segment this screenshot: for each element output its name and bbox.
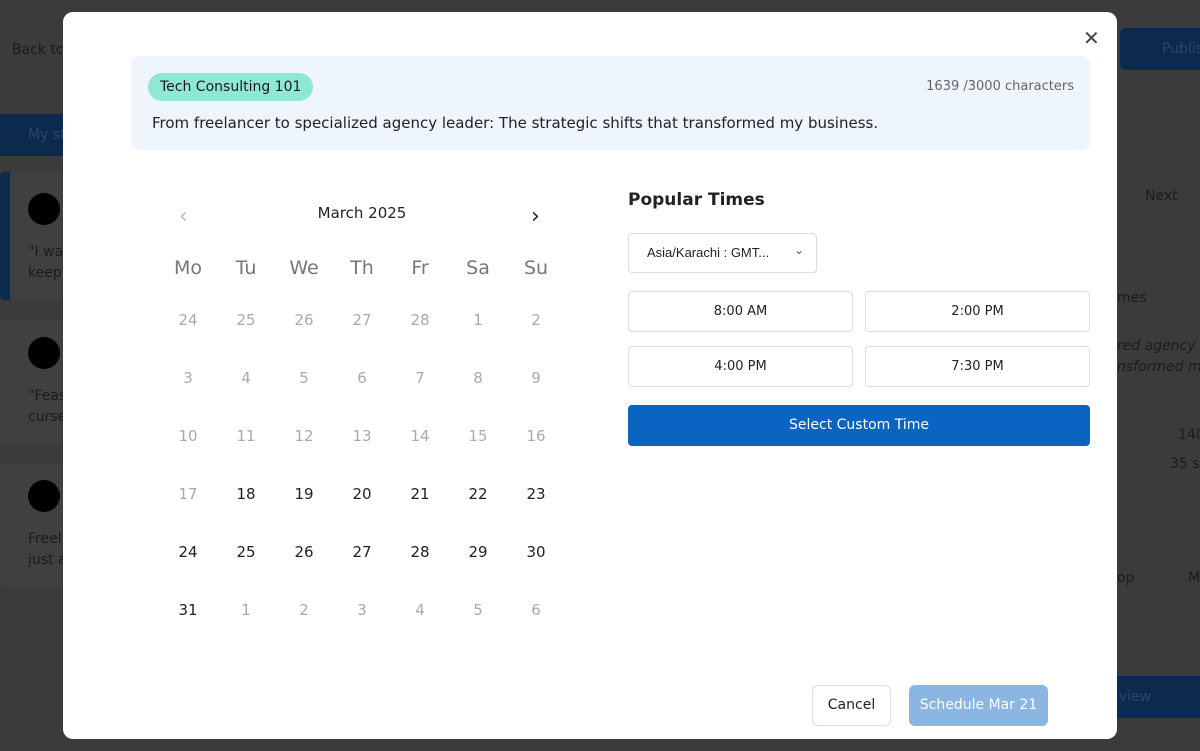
- timezone-value: Asia/Karachi : GMT...: [647, 245, 770, 260]
- popular-times-title: Popular Times: [628, 190, 765, 210]
- calendar-day: 1: [473, 311, 483, 329]
- series-badge: Tech Consulting 101: [148, 73, 314, 101]
- calendar-day: 4: [415, 601, 425, 619]
- weekday-label: Sa: [466, 257, 490, 279]
- calendar-day[interactable]: 19: [294, 485, 314, 503]
- calendar-day[interactable]: 24: [178, 543, 198, 561]
- chevron-down-icon: ⌄: [793, 243, 804, 257]
- calendar-day: 5: [473, 601, 483, 619]
- calendar-day: 4: [241, 369, 251, 387]
- calendar-day: 11: [236, 427, 256, 445]
- cancel-button[interactable]: Cancel: [812, 685, 891, 726]
- calendar-day[interactable]: 20: [352, 485, 372, 503]
- weekday-label: Th: [350, 257, 374, 279]
- calendar-day[interactable]: 27: [352, 543, 372, 561]
- select-custom-time-button[interactable]: Select Custom Time: [628, 405, 1090, 446]
- char-count: 1639 /3000 characters: [926, 79, 1074, 94]
- calendar-day: 17: [178, 485, 198, 503]
- avatar: [28, 480, 60, 512]
- publish-button[interactable]: Publis: [1120, 28, 1200, 70]
- calendar-day: 16: [526, 427, 546, 445]
- calendar-day: 3: [183, 369, 193, 387]
- calendar-day: 14: [410, 427, 430, 445]
- calendar-day[interactable]: 23: [526, 485, 546, 503]
- chevron-right-icon[interactable]: ›: [531, 204, 540, 229]
- calendar-day: 2: [531, 311, 541, 329]
- post-headline: From freelancer to specialized agency le…: [152, 114, 879, 132]
- calendar-day: 26: [294, 311, 314, 329]
- bg-preview-button: view: [1117, 676, 1200, 718]
- post-summary: Tech Consulting 101 1639 /3000 character…: [131, 56, 1090, 150]
- next-link[interactable]: Next: [1145, 188, 1178, 204]
- calendar-day: 6: [357, 369, 367, 387]
- timezone-select[interactable]: Asia/Karachi : GMT... ⌄: [628, 233, 817, 273]
- calendar-day: 1: [241, 601, 251, 619]
- calendar-day[interactable]: 21: [410, 485, 430, 503]
- weekday-label: Fr: [411, 257, 429, 279]
- calendar-day: 5: [299, 369, 309, 387]
- calendar-day: 6: [531, 601, 541, 619]
- time-option[interactable]: 7:30 PM: [865, 346, 1090, 387]
- calendar-day: 25: [236, 311, 256, 329]
- calendar-day[interactable]: 31: [178, 601, 198, 619]
- close-icon[interactable]: ✕: [1083, 26, 1100, 50]
- avatar: [28, 193, 60, 225]
- calendar-month: March 2025: [317, 204, 407, 222]
- calendar-day[interactable]: 28: [410, 543, 430, 561]
- calendar-day: 9: [531, 369, 541, 387]
- time-option[interactable]: 2:00 PM: [865, 291, 1090, 332]
- weekday-label: We: [289, 257, 319, 279]
- calendar-day: 7: [415, 369, 425, 387]
- schedule-button[interactable]: Schedule Mar 21: [909, 685, 1048, 726]
- weekday-label: Mo: [173, 257, 203, 279]
- calendar-day[interactable]: 18: [236, 485, 256, 503]
- schedule-modal: ✕ Tech Consulting 101 1639 /3000 charact…: [63, 12, 1117, 739]
- calendar-day: 2: [299, 601, 309, 619]
- calendar-day: 24: [178, 311, 198, 329]
- calendar-day: 28: [410, 311, 430, 329]
- calendar-day[interactable]: 26: [294, 543, 314, 561]
- calendar-day[interactable]: 25: [236, 543, 256, 561]
- calendar-day: 12: [294, 427, 314, 445]
- weekday-label: Su: [523, 257, 549, 279]
- calendar-day: 3: [357, 601, 367, 619]
- calendar-day: 27: [352, 311, 372, 329]
- calendar-day: 8: [473, 369, 483, 387]
- calendar-day: 15: [468, 427, 488, 445]
- calendar-day: 10: [178, 427, 198, 445]
- time-option[interactable]: 8:00 AM: [628, 291, 853, 332]
- calendar-grid: Mo Tu We Th Fr Sa Su 24 25 26 27 28 1 2 3 4 5 6 7 8 9 10 11 12 1…: [159, 258, 565, 658]
- avatar: [28, 337, 60, 369]
- back-link[interactable]: Back to: [12, 42, 62, 58]
- chevron-left-icon[interactable]: ‹: [179, 204, 188, 229]
- weekday-label: Tu: [235, 257, 257, 279]
- calendar-day[interactable]: 29: [468, 543, 488, 561]
- bg-tab: My st: [0, 114, 63, 156]
- calendar-day: 13: [352, 427, 372, 445]
- time-option[interactable]: 4:00 PM: [628, 346, 853, 387]
- calendar-day[interactable]: 30: [526, 543, 546, 561]
- calendar-day[interactable]: 22: [468, 485, 488, 503]
